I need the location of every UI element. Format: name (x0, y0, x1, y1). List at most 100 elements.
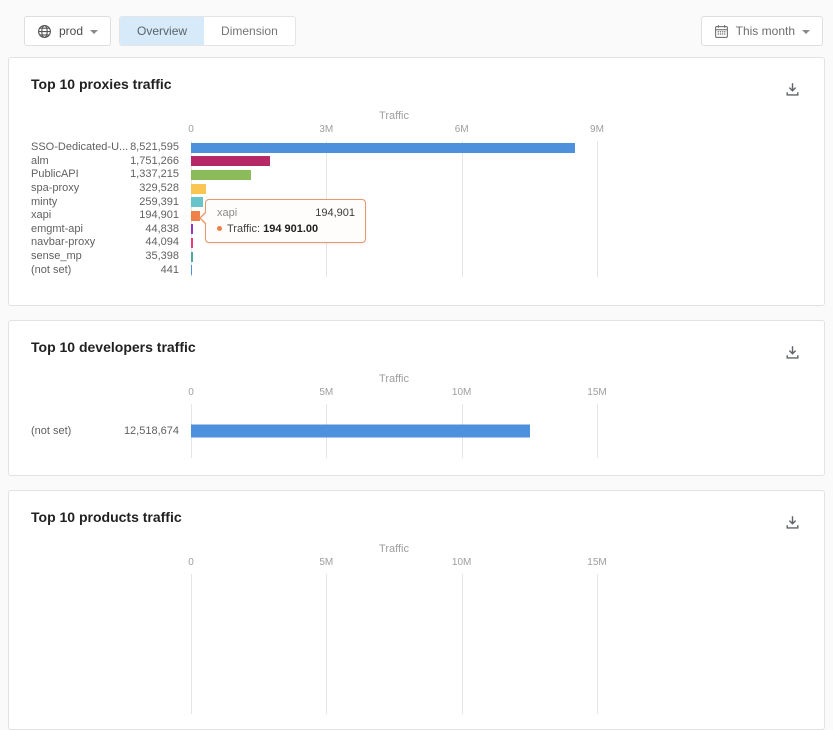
chart-row: spa-proxy 329,528 (31, 182, 802, 196)
chart-row: (not set) 12,518,674 (31, 404, 802, 458)
x-tick-label: 3M (319, 124, 334, 135)
x-tick-label: 10M (451, 557, 472, 568)
x-tick-label: 9M (590, 124, 604, 135)
category-value: 8,521,595 (130, 141, 179, 154)
chart-row: emgmt-api 44,838 (31, 223, 802, 237)
chart-row: SSO-Dedicated-U... 8,521,595 (31, 141, 802, 155)
category-value: 12,518,674 (123, 424, 179, 437)
gridline (191, 574, 192, 714)
download-icon (786, 82, 798, 96)
tab-overview[interactable]: Overview (120, 17, 205, 45)
bar-track (191, 182, 597, 196)
environment-selector[interactable]: prod (24, 16, 112, 46)
category-value: 35,398 (145, 250, 179, 263)
bar-track (191, 168, 597, 182)
tooltip-category: xapi (217, 207, 238, 219)
category-value: 1,751,266 (130, 154, 179, 167)
chart-row: sense_mp 35,398 (31, 250, 802, 264)
category-label: sense_mp (31, 250, 82, 263)
bar[interactable] (191, 169, 252, 180)
card-top-developers-traffic: Top 10 developers traffic Traffic 0 5M 10M… (8, 320, 825, 476)
category-value: 44,094 (145, 236, 179, 249)
x-axis-title: Traffic (379, 373, 409, 385)
card-title: Top 10 products traffic (31, 509, 182, 525)
x-tick-label: 15M (587, 557, 607, 568)
bar-track (191, 223, 597, 237)
bar[interactable] (191, 224, 194, 235)
tooltip-series-label: Traffic: (227, 223, 261, 235)
x-axis-ticks: 0 3M 6M 9M (188, 123, 604, 137)
gridline (326, 574, 328, 714)
x-axis-ticks: 0 5M 10M 15M (188, 556, 607, 570)
x-axis-title: Traffic (379, 110, 409, 122)
category-value: 441 (160, 263, 179, 276)
bar[interactable] (191, 251, 193, 262)
bar[interactable] (191, 424, 530, 438)
chart-tooltip: xapi 194,901 Traffic: 194 901.00 (199, 199, 366, 243)
bar[interactable] (191, 142, 576, 153)
chart-row: (not set) 441 (31, 263, 802, 277)
category-value: 259,391 (139, 195, 179, 208)
toolbar: prod Overview Dimension This month (0, 0, 833, 46)
download-button[interactable] (782, 79, 802, 99)
tab-dimension[interactable]: Dimension (221, 24, 278, 38)
bar[interactable] (191, 210, 200, 221)
category-label: emgmt-api (31, 222, 83, 235)
category-label: minty (31, 195, 58, 208)
bar[interactable] (191, 156, 270, 167)
bar-chart: (not set) 12,518,674 (31, 404, 802, 458)
bar[interactable] (191, 183, 206, 194)
chevron-down-icon (90, 29, 99, 34)
x-axis-ticks: 0 5M 10M 15M (188, 386, 607, 400)
category-label: SSO-Dedicated-U... (31, 141, 129, 154)
bar-track (191, 155, 597, 169)
download-icon (786, 345, 798, 359)
bar-track (191, 236, 597, 250)
bar-track (191, 250, 597, 264)
x-tick-label: 0 (188, 387, 194, 398)
card-top-products-traffic: Top 10 products traffic Traffic 0 5M 10M 15… (8, 490, 825, 730)
bar[interactable] (191, 197, 203, 208)
category-label: xapi (31, 209, 52, 222)
category-value: 1,337,215 (130, 168, 179, 181)
chart-row: PublicAPI 1,337,215 (31, 168, 802, 182)
card-top-proxies-traffic: Top 10 proxies traffic Traffic 0 3M 6M 9M S… (8, 57, 825, 306)
bar-track (191, 209, 597, 223)
chart-row: xapi 194,901 (31, 209, 802, 223)
card-title: Top 10 developers traffic (31, 339, 196, 355)
bar-track (191, 263, 597, 277)
x-tick-label: 10M (451, 387, 472, 398)
download-button[interactable] (782, 512, 802, 532)
bar-chart (31, 574, 802, 714)
tooltip-value: 194,901 (315, 207, 355, 219)
category-label: navbar-proxy (31, 236, 96, 249)
bar[interactable] (191, 265, 192, 276)
bar-track (191, 195, 597, 209)
download-button[interactable] (782, 342, 802, 362)
tooltip-series-value: 194 901.00 (263, 223, 319, 235)
calendar-icon (714, 24, 729, 39)
gridline (191, 141, 192, 277)
category-label: alm (31, 154, 49, 167)
gridline (597, 574, 598, 714)
gridline (597, 141, 598, 277)
category-label: spa-proxy (31, 182, 80, 195)
chevron-down-icon (802, 29, 810, 34)
category-label: PublicAPI (31, 168, 79, 181)
gridline (461, 574, 463, 714)
date-range-selector[interactable]: This month (700, 16, 823, 46)
gridline (461, 141, 463, 277)
category-value: 329,528 (139, 182, 179, 195)
download-icon (786, 515, 798, 529)
x-tick-label: 5M (319, 557, 334, 568)
bar-chart: SSO-Dedicated-U... 8,521,595 alm 1,751,266 P… (31, 141, 802, 277)
view-tabs: Overview Dimension (119, 16, 296, 46)
category-value: 194,901 (139, 209, 179, 222)
series-marker-dot (217, 226, 222, 231)
chart-row: alm 1,751,266 (31, 155, 802, 169)
category-label: (not set) (31, 263, 72, 276)
x-tick-label: 0 (188, 557, 194, 568)
x-tick-label: 5M (319, 387, 334, 398)
bar[interactable] (191, 237, 193, 248)
chart-row: navbar-proxy 44,094 (31, 236, 802, 250)
